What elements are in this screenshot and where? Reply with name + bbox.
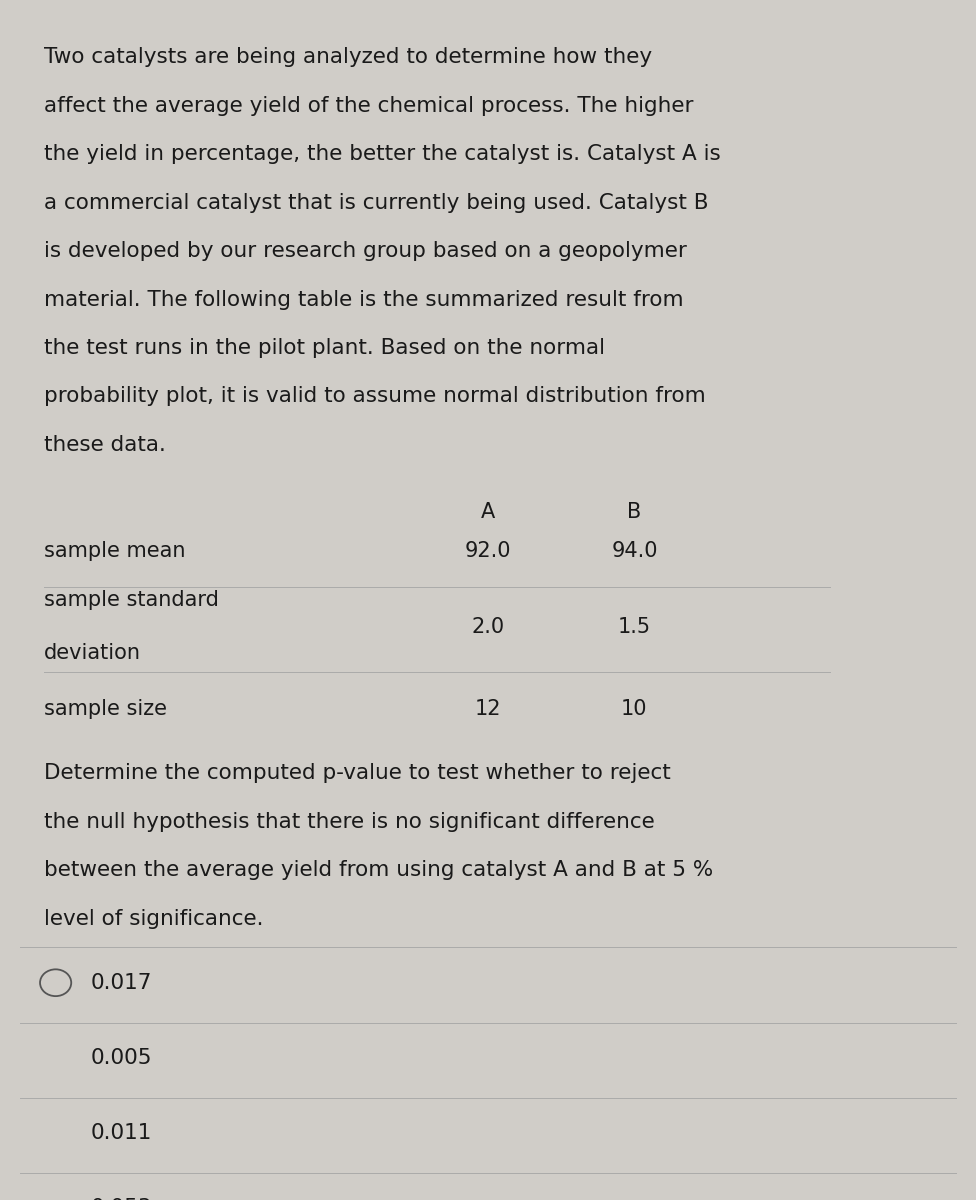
Text: 12: 12 (474, 700, 502, 719)
Text: these data.: these data. (44, 434, 166, 455)
Text: the yield in percentage, the better the catalyst is. Catalyst A is: the yield in percentage, the better the … (44, 144, 720, 164)
Text: 94.0: 94.0 (611, 541, 658, 562)
Text: 0.011: 0.011 (91, 1123, 152, 1144)
Text: material. The following table is the summarized result from: material. The following table is the sum… (44, 289, 683, 310)
Text: probability plot, it is valid to assume normal distribution from: probability plot, it is valid to assume … (44, 386, 706, 407)
Text: the null hypothesis that there is no significant difference: the null hypothesis that there is no sig… (44, 811, 655, 832)
Text: sample mean: sample mean (44, 541, 185, 562)
Text: the test runs in the pilot plant. Based on the normal: the test runs in the pilot plant. Based … (44, 338, 605, 358)
Text: 0.017: 0.017 (91, 973, 152, 992)
Text: 2.0: 2.0 (471, 617, 505, 637)
Text: 0.005: 0.005 (91, 1048, 152, 1068)
Text: deviation: deviation (44, 643, 141, 664)
Text: level of significance.: level of significance. (44, 908, 264, 929)
Text: 10: 10 (621, 700, 648, 719)
Text: a commercial catalyst that is currently being used. Catalyst B: a commercial catalyst that is currently … (44, 193, 709, 212)
Text: is developed by our research group based on a geopolymer: is developed by our research group based… (44, 241, 687, 262)
Text: affect the average yield of the chemical process. The higher: affect the average yield of the chemical… (44, 96, 693, 116)
Text: B: B (628, 502, 641, 522)
Text: 1.5: 1.5 (618, 617, 651, 637)
Text: 0.053: 0.053 (91, 1199, 152, 1200)
Text: Two catalysts are being analyzed to determine how they: Two catalysts are being analyzed to dete… (44, 47, 652, 67)
Text: sample standard: sample standard (44, 590, 219, 611)
Text: 92.0: 92.0 (465, 541, 511, 562)
Text: sample size: sample size (44, 700, 167, 719)
Text: between the average yield from using catalyst A and B at 5 %: between the average yield from using cat… (44, 860, 713, 880)
Text: A: A (481, 502, 495, 522)
Text: Determine the computed p-value to test whether to reject: Determine the computed p-value to test w… (44, 763, 671, 784)
